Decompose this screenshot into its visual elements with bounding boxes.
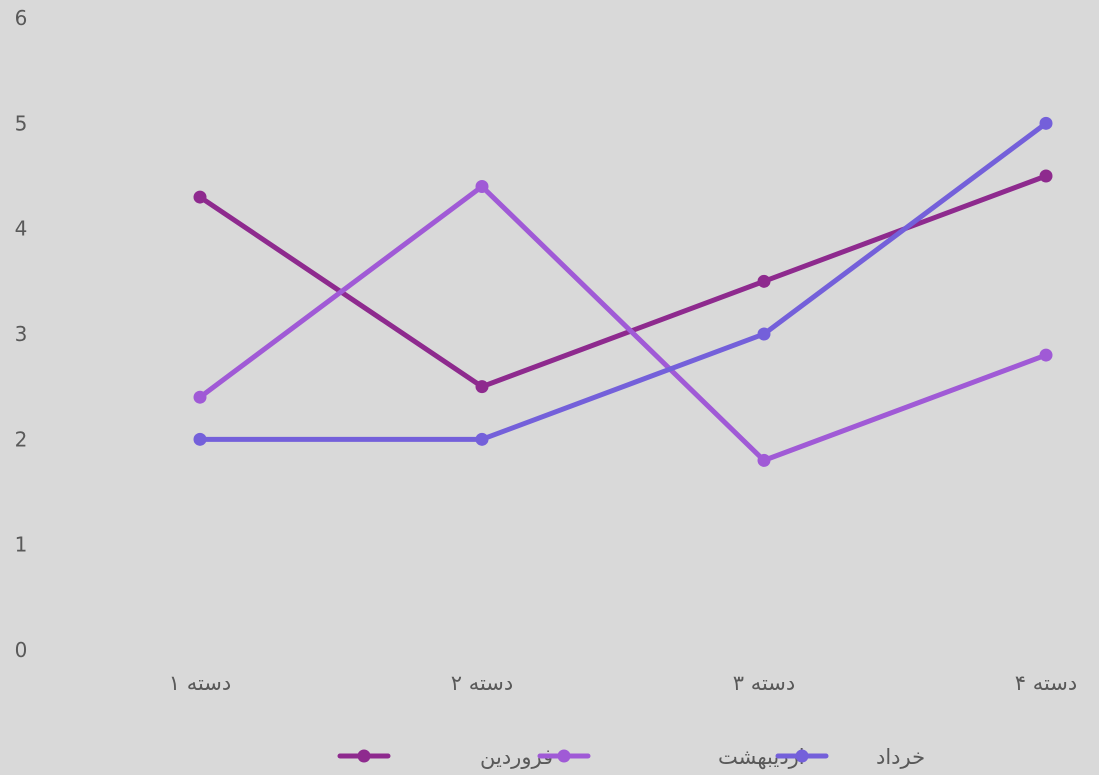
series-lines xyxy=(197,120,1049,463)
y-tick-label: 4 xyxy=(15,217,28,241)
data-point xyxy=(475,432,489,446)
legend-point-marker xyxy=(557,749,571,763)
data-point xyxy=(193,432,207,446)
data-point xyxy=(1039,169,1053,183)
y-tick-label: 3 xyxy=(15,322,28,346)
series-line-1 xyxy=(197,173,1049,390)
x-tick-label: دسته ۳ xyxy=(733,671,796,695)
data-point xyxy=(1039,116,1053,130)
data-point xyxy=(757,453,771,467)
x-axis: دسته ۱ دسته ۲ دسته ۳ دسته ۴ xyxy=(169,671,1078,695)
data-point xyxy=(475,380,489,394)
x-tick-label: دسته ۱ xyxy=(169,671,232,695)
legend-item: خرداد xyxy=(775,745,925,769)
legend-label: خرداد xyxy=(876,745,925,769)
data-point xyxy=(193,390,207,404)
x-tick-label: دسته ۲ xyxy=(451,671,514,695)
series-line-2 xyxy=(197,184,1049,463)
data-point xyxy=(1039,348,1053,362)
data-point xyxy=(757,327,771,341)
x-tick-label: دسته ۴ xyxy=(1015,671,1078,695)
y-tick-label: 1 xyxy=(15,533,28,557)
data-point xyxy=(475,180,489,194)
series-line-3 xyxy=(197,120,1049,442)
legend-item: فروردین xyxy=(337,745,553,769)
series-points xyxy=(193,116,1053,467)
y-tick-label: 5 xyxy=(15,111,28,135)
legend-point-marker xyxy=(357,749,371,763)
legend: فروردین اردیبهشت خرداد xyxy=(337,745,925,769)
legend-item: اردیبهشت xyxy=(537,745,805,769)
y-axis: 0 1 2 3 4 5 6 xyxy=(15,6,28,662)
y-tick-label: 2 xyxy=(15,427,28,451)
legend-point-marker xyxy=(795,749,809,763)
y-tick-label: 6 xyxy=(15,6,28,30)
y-tick-label: 0 xyxy=(15,638,28,662)
data-point xyxy=(193,190,207,204)
data-point xyxy=(757,274,771,288)
